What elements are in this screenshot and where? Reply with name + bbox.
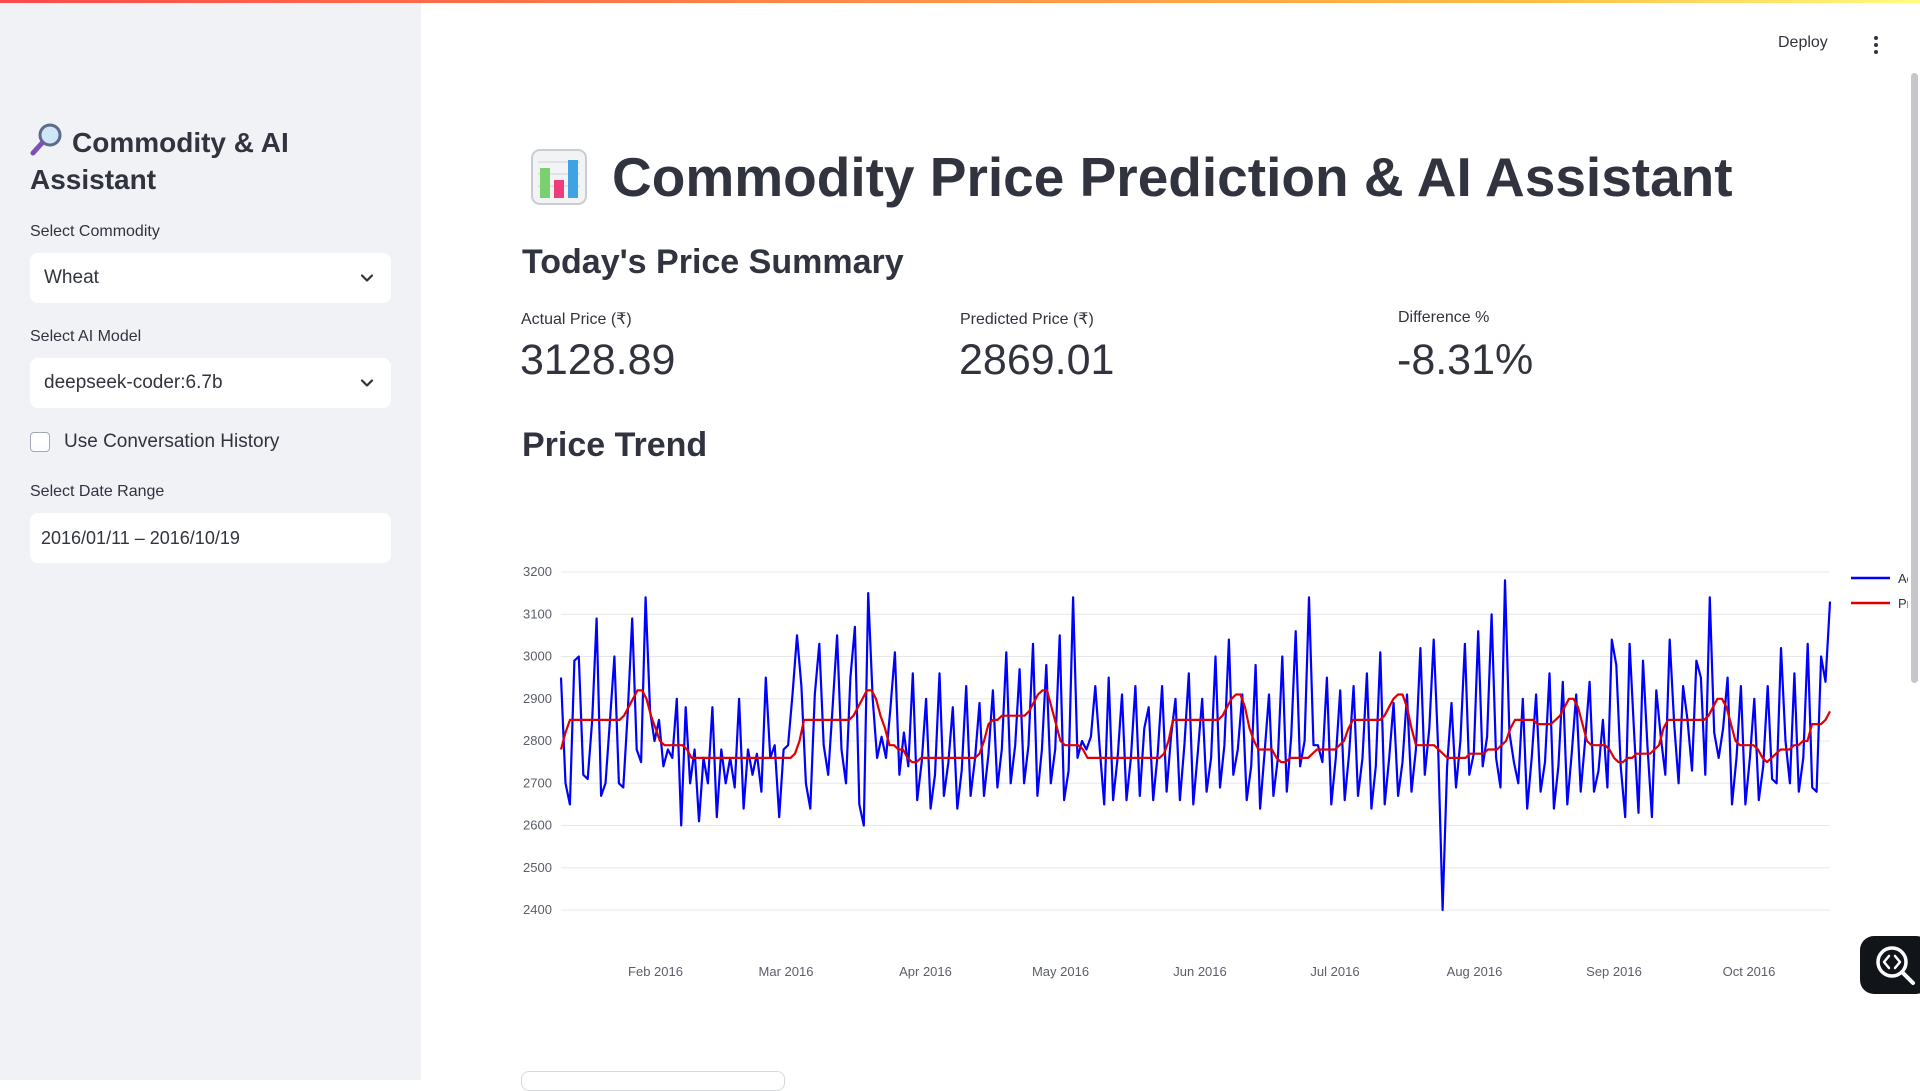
legend-label: Predicted Price xyxy=(1898,596,1908,611)
commodity-select-value: Wheat xyxy=(44,267,99,288)
date-range-value: 2016/01/11 – 2016/10/19 xyxy=(41,527,240,548)
model-select-value: deepseek-coder:6.7b xyxy=(44,372,223,393)
commodity-select[interactable]: Wheat xyxy=(30,253,391,303)
date-range-input[interactable]: 2016/01/11 – 2016/10/19 xyxy=(30,513,391,563)
header-deploy-button[interactable]: Deploy xyxy=(1778,34,1828,51)
top-decoration-stripe xyxy=(0,0,1920,3)
x-tick-label: May 2016 xyxy=(1032,964,1089,979)
y-tick-label: 2700 xyxy=(523,775,552,790)
metric-value-difference: -8.31% xyxy=(1397,336,1534,384)
page-title-text: Commodity Price Prediction & AI Assistan… xyxy=(612,146,1733,208)
page-scrollbar[interactable] xyxy=(1911,73,1918,683)
metric-value-predicted: 2869.01 xyxy=(959,336,1115,384)
page-title: Commodity Price Prediction & AI Assistan… xyxy=(530,145,1733,209)
x-tick-label: Oct 2016 xyxy=(1723,964,1776,979)
bar-chart-icon xyxy=(530,148,588,206)
x-tick-label: Feb 2016 xyxy=(628,964,683,979)
model-select[interactable]: deepseek-coder:6.7b xyxy=(30,358,391,408)
y-tick-label: 2500 xyxy=(523,860,552,875)
x-tick-label: Jul 2016 xyxy=(1310,964,1359,979)
history-checkbox-row[interactable]: Use Conversation History xyxy=(30,431,279,453)
legend-label: Actual Price xyxy=(1898,571,1908,586)
partial-element-below xyxy=(521,1071,785,1091)
metric-label-predicted: Predicted Price (₹) xyxy=(960,311,1094,328)
y-tick-label: 2900 xyxy=(523,691,552,706)
x-tick-label: Jun 2016 xyxy=(1173,964,1227,979)
history-checkbox-label: Use Conversation History xyxy=(64,431,280,452)
magnifier-icon xyxy=(30,122,64,156)
y-tick-label: 2400 xyxy=(523,902,552,917)
series-line-predicted-price xyxy=(559,689,1831,764)
more-vertical-icon[interactable] xyxy=(1866,34,1886,58)
price-trend-svg: 3200 3100 3000 2900 2800 2700 2600 2500 2400 Feb … xyxy=(523,564,1920,979)
y-tick-label: 3100 xyxy=(523,606,552,621)
y-tick-label: 2600 xyxy=(523,818,552,833)
price-trend-chart[interactable]: 3200 3100 3000 2900 2800 2700 2600 2500 2400 Feb … xyxy=(508,548,1920,1008)
sidebar-title: Commodity & AI Assistant xyxy=(30,122,370,198)
summary-heading: Today's Price Summary xyxy=(522,243,904,281)
y-tick-label: 2800 xyxy=(523,733,552,748)
metric-value-actual: 3128.89 xyxy=(520,336,676,384)
series-line-actual-price xyxy=(559,579,1832,912)
x-tick-label: Mar 2016 xyxy=(759,964,814,979)
date-range-label: Select Date Range xyxy=(30,483,165,500)
sidebar: Commodity & AI Assistant Select Commodit… xyxy=(0,0,421,1080)
code-search-icon xyxy=(1876,946,1915,985)
chevron-down-icon xyxy=(360,379,374,387)
history-checkbox[interactable] xyxy=(30,432,50,452)
y-tick-label: 3000 xyxy=(523,649,552,664)
metric-label-difference: Difference % xyxy=(1398,309,1490,326)
sidebar-title-text: Commodity & AI Assistant xyxy=(30,127,289,195)
x-tick-label: Aug 2016 xyxy=(1447,964,1503,979)
x-tick-label: Apr 2016 xyxy=(899,964,952,979)
y-tick-label: 3200 xyxy=(523,564,552,579)
trend-heading: Price Trend xyxy=(522,426,708,464)
x-tick-label: Sep 2016 xyxy=(1586,964,1642,979)
metric-label-actual: Actual Price (₹) xyxy=(521,311,632,328)
model-label: Select AI Model xyxy=(30,328,142,345)
chevron-down-icon xyxy=(360,274,374,282)
code-search-button[interactable] xyxy=(1860,936,1920,994)
commodity-label: Select Commodity xyxy=(30,223,160,240)
